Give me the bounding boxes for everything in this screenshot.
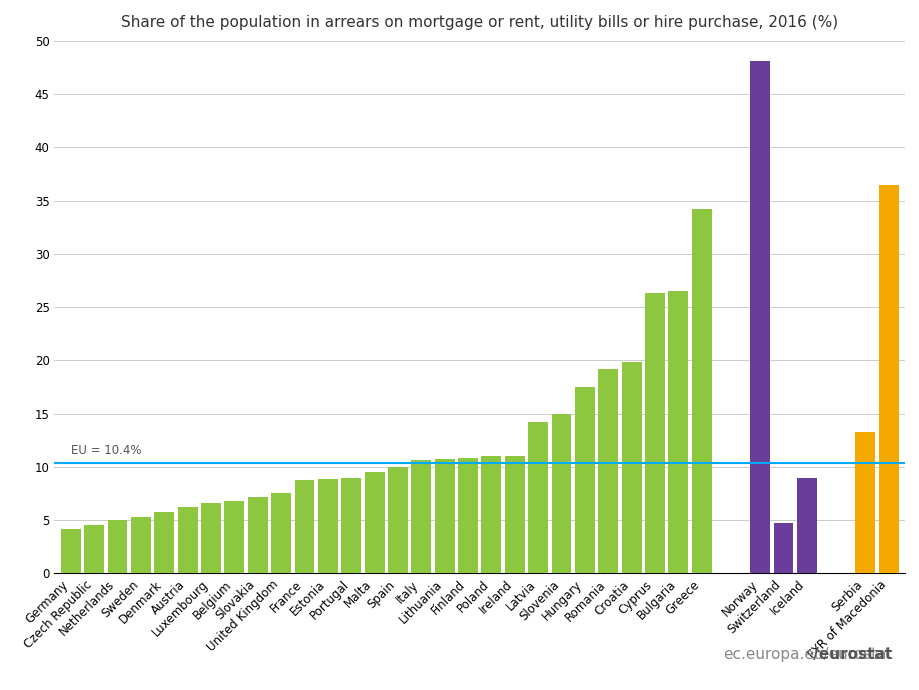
Bar (574, 387, 595, 573)
Bar (108, 520, 128, 573)
Bar (749, 61, 769, 573)
Bar (551, 413, 571, 573)
Bar (668, 291, 687, 573)
Bar (364, 472, 384, 573)
Bar (773, 523, 792, 573)
Bar (796, 477, 816, 573)
Bar (691, 209, 711, 573)
Bar (644, 293, 664, 573)
Bar (435, 460, 454, 573)
Bar (481, 456, 501, 573)
Title: Share of the population in arrears on mortgage or rent, utility bills or hire pu: Share of the population in arrears on mo… (121, 15, 837, 30)
Bar (341, 477, 361, 573)
Bar (154, 511, 174, 573)
Bar (528, 422, 548, 573)
Text: ec.europa.eu/eurostat: ec.europa.eu/eurostat (722, 647, 891, 662)
Bar (621, 362, 641, 573)
Bar (597, 369, 618, 573)
Bar (224, 501, 244, 573)
Bar (855, 432, 874, 573)
Bar (878, 185, 898, 573)
Text: /eurostat: /eurostat (744, 647, 891, 662)
Bar (411, 460, 431, 573)
Bar (271, 493, 290, 573)
Bar (130, 517, 151, 573)
Bar (505, 456, 524, 573)
Bar (61, 529, 81, 573)
Bar (294, 480, 314, 573)
Text: EU = 10.4%: EU = 10.4% (71, 444, 142, 457)
Bar (247, 497, 267, 573)
Bar (177, 507, 198, 573)
Bar (85, 525, 104, 573)
Bar (388, 467, 407, 573)
Bar (201, 503, 221, 573)
Bar (318, 479, 337, 573)
Bar (458, 458, 478, 573)
